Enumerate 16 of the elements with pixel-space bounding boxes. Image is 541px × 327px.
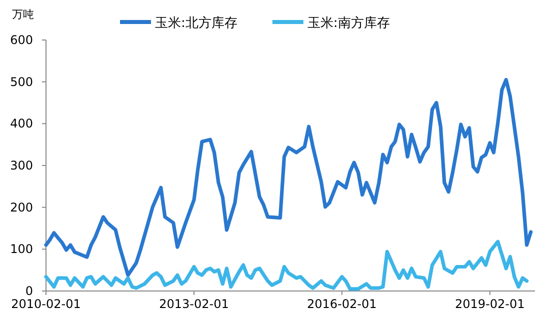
y-tick-label: 100: [10, 242, 33, 256]
y-tick-label: 200: [10, 200, 33, 214]
line-series: [44, 78, 533, 277]
line-series: [44, 240, 529, 291]
y-tick-label: 400: [10, 116, 33, 131]
x-tick-label: 2016-02-01: [307, 297, 377, 311]
y-axis-title: 万吨: [12, 8, 34, 21]
x-tick-label: 2019-02-01: [455, 297, 525, 311]
y-tick-label: 600: [10, 33, 33, 47]
y-tick-label: 0: [25, 284, 33, 298]
y-tick-label: 300: [10, 158, 33, 172]
y-tick-label: 500: [10, 74, 33, 89]
legend-label: 玉米:南方库存: [307, 15, 390, 31]
x-tick-label: 2010-02-01: [11, 297, 81, 311]
legend-label: 玉米:北方库存: [155, 15, 238, 31]
x-tick-label: 2013-02-01: [159, 297, 229, 311]
